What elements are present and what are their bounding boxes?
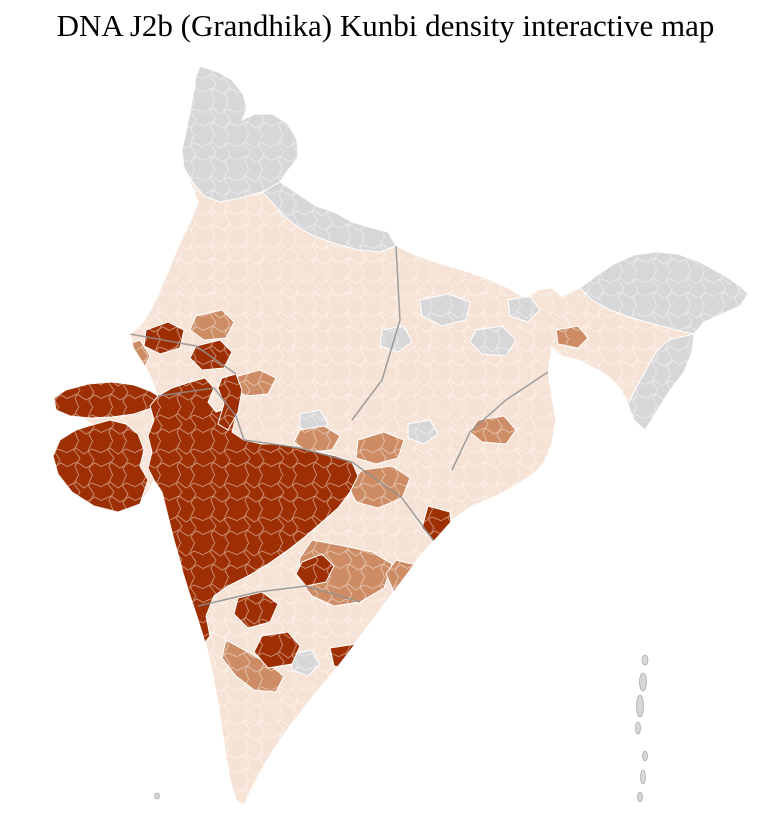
- tamilnadu-dark-dot-region[interactable]: [275, 749, 293, 769]
- andaman-nicobar-islands[interactable]: [635, 654, 649, 803]
- state-borders: [129, 245, 549, 607]
- lakshadweep-islands[interactable]: [154, 792, 160, 800]
